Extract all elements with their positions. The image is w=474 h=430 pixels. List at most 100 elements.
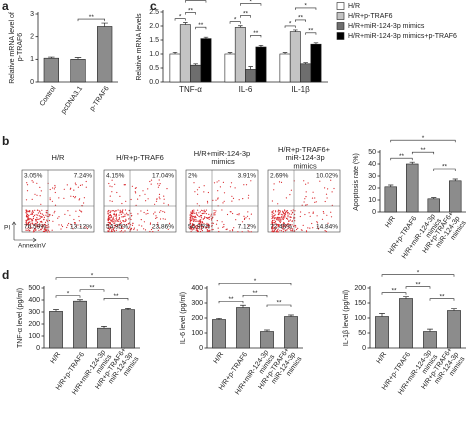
significance-label: ** [243, 10, 249, 17]
significance-label: * [234, 16, 237, 23]
event-dot [200, 230, 202, 233]
x-tick-label: IL-6 [239, 85, 253, 94]
event-dot [316, 222, 319, 224]
event-dot [132, 222, 134, 224]
event-dot [44, 223, 46, 225]
event-dot [140, 219, 142, 221]
event-dot [58, 216, 60, 218]
event-dot [304, 213, 306, 216]
event-dot [74, 196, 77, 198]
event-dot [135, 204, 137, 206]
event-dot [41, 221, 43, 223]
event-dot [81, 184, 83, 186]
event-dot [288, 220, 290, 222]
y-tick-label: 0 [36, 345, 40, 352]
event-dot [142, 190, 144, 192]
event-dot [189, 218, 191, 221]
significance-bracket [229, 21, 241, 24]
event-dot [39, 221, 42, 223]
event-dot [204, 227, 206, 229]
event-dot [273, 217, 276, 219]
significance-bracket [79, 289, 105, 292]
event-dot [278, 219, 280, 221]
panel-label: a [2, 0, 9, 13]
event-dot [327, 188, 329, 190]
event-dot [247, 197, 249, 199]
event-dot [136, 229, 138, 231]
event-dot [152, 231, 154, 233]
event-dot [33, 230, 35, 232]
event-dot [45, 214, 47, 216]
event-dot [275, 218, 278, 220]
event-dot [74, 222, 76, 224]
event-dot [196, 230, 198, 233]
event-dot [108, 229, 111, 231]
significance-label: * [254, 278, 257, 285]
event-dot [197, 209, 199, 211]
event-dot [113, 220, 115, 222]
event-dot [128, 222, 130, 224]
event-dot [316, 226, 319, 228]
event-dot [214, 212, 216, 214]
event-dot [48, 229, 50, 231]
quadrant-percent: 54.95% [106, 224, 128, 231]
event-dot [210, 215, 212, 217]
event-dot [225, 228, 227, 231]
event-dot [210, 218, 212, 220]
event-dot [52, 187, 54, 189]
event-dot [196, 228, 198, 230]
event-dot [77, 224, 79, 226]
event-dot [235, 219, 237, 221]
x-tick-label: p-TRAF6 [89, 85, 111, 112]
event-dot [197, 220, 199, 222]
event-dot [213, 214, 215, 216]
event-dot [83, 202, 85, 204]
event-dot [282, 225, 284, 227]
event-dot [119, 209, 121, 211]
event-dot [32, 217, 35, 220]
event-dot [68, 222, 70, 225]
event-dot [35, 228, 37, 230]
event-dot [134, 187, 136, 189]
event-dot [223, 200, 225, 202]
event-dot [230, 182, 233, 184]
event-dot [74, 197, 76, 199]
significance-bracket [218, 282, 292, 286]
event-dot [203, 185, 205, 187]
event-dot [43, 219, 45, 221]
event-dot [194, 191, 196, 193]
event-dot [271, 221, 274, 223]
event-dot [150, 228, 153, 231]
event-dot [207, 224, 209, 226]
event-dot [134, 191, 136, 193]
bar [406, 163, 419, 213]
event-dot [283, 217, 285, 219]
event-dot [111, 191, 113, 193]
event-dot [280, 213, 282, 215]
event-dot [199, 220, 201, 222]
event-dot [197, 225, 200, 227]
y-tick-label: 2.5 [149, 9, 159, 16]
y-tick-label: 400 [28, 297, 40, 304]
event-dot [127, 227, 129, 230]
event-dot [128, 218, 130, 220]
significance-bracket [411, 151, 435, 155]
event-dot [124, 230, 126, 232]
event-dot [208, 218, 210, 220]
event-dot [189, 220, 191, 222]
event-dot [27, 217, 30, 219]
event-dot [43, 231, 45, 233]
event-dot [41, 227, 43, 229]
event-dot [31, 198, 33, 200]
event-dot [291, 220, 293, 222]
quadrant-percent: 2.69% [270, 173, 289, 180]
event-dot [289, 219, 291, 221]
y-tick-label: 1 [30, 56, 34, 63]
event-dot [199, 219, 201, 221]
event-dot [247, 211, 249, 213]
event-dot [124, 184, 126, 186]
event-dot [203, 212, 205, 214]
event-dot [114, 215, 116, 217]
significance-label: ** [276, 300, 282, 307]
event-dot [194, 225, 196, 227]
